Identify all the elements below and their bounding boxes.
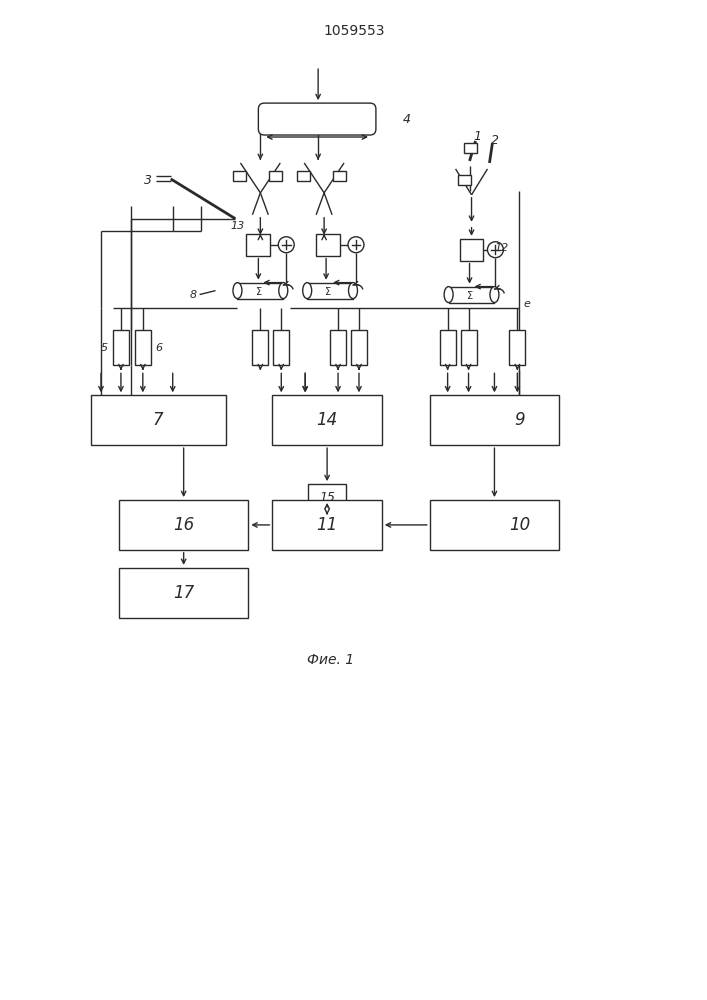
Text: 4: 4 (403, 113, 411, 126)
Bar (316, 234, 340, 256)
Bar (272, 500, 382, 550)
Text: 9: 9 (514, 411, 525, 429)
Bar (308, 484, 346, 510)
Ellipse shape (490, 287, 499, 303)
Bar (457, 175, 471, 185)
Bar (464, 143, 477, 153)
Text: 7: 7 (153, 411, 163, 429)
Text: 17: 17 (173, 584, 194, 602)
Text: 5: 5 (100, 343, 107, 353)
Ellipse shape (349, 283, 358, 299)
Bar (91, 395, 226, 445)
FancyBboxPatch shape (258, 103, 376, 135)
Text: 12: 12 (494, 243, 508, 253)
Bar (330, 330, 346, 365)
Bar (252, 330, 269, 365)
Ellipse shape (444, 287, 453, 303)
Bar (119, 568, 248, 618)
Text: 3: 3 (144, 174, 152, 187)
Bar (307, 283, 353, 299)
Text: Фие. 1: Фие. 1 (307, 653, 354, 667)
Bar (238, 283, 284, 299)
Text: 6: 6 (156, 343, 163, 353)
Bar (333, 171, 346, 181)
Bar (119, 500, 248, 550)
Text: 16: 16 (173, 516, 194, 534)
Text: 10: 10 (509, 516, 530, 534)
Bar (440, 330, 455, 365)
Text: e: e (524, 299, 531, 309)
Bar (460, 239, 484, 261)
Bar (430, 500, 559, 550)
Bar (113, 330, 129, 365)
Text: 14: 14 (317, 411, 338, 429)
Bar (135, 330, 151, 365)
Bar (351, 330, 367, 365)
Ellipse shape (303, 283, 312, 299)
Text: $\Sigma$: $\Sigma$ (255, 285, 262, 297)
Text: 1: 1 (474, 130, 481, 143)
Ellipse shape (279, 283, 288, 299)
Text: 13: 13 (230, 221, 245, 231)
Bar (269, 171, 282, 181)
Bar (297, 171, 310, 181)
Bar (509, 330, 525, 365)
Text: $\Sigma$: $\Sigma$ (466, 289, 473, 301)
Text: 1059553: 1059553 (323, 24, 385, 38)
Bar (274, 330, 289, 365)
Text: 8: 8 (190, 290, 197, 300)
Bar (430, 395, 559, 445)
Text: 2: 2 (491, 134, 499, 147)
Text: 11: 11 (317, 516, 338, 534)
Bar (272, 395, 382, 445)
Circle shape (487, 242, 503, 258)
Bar (460, 330, 477, 365)
Bar (247, 234, 270, 256)
Circle shape (279, 237, 294, 253)
Text: $\Sigma$: $\Sigma$ (325, 285, 332, 297)
Bar (449, 287, 494, 303)
Ellipse shape (233, 283, 242, 299)
Circle shape (348, 237, 364, 253)
Text: 15: 15 (319, 491, 335, 504)
Bar (233, 171, 247, 181)
